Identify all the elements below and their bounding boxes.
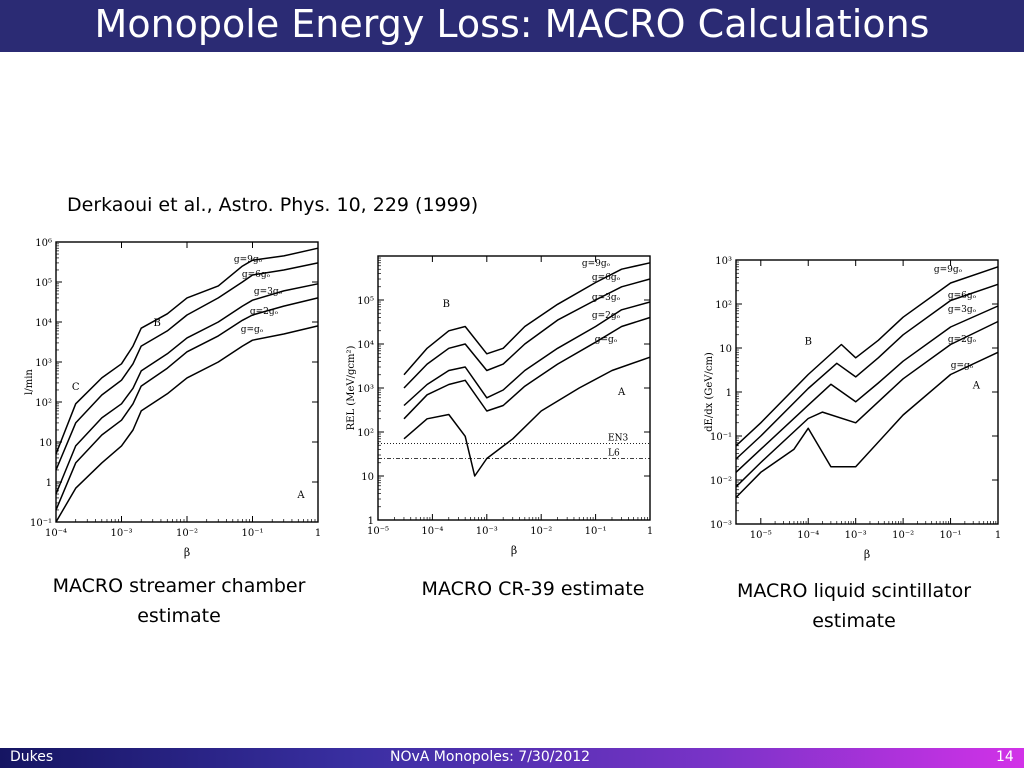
chart-3-series-line-1 [735,266,999,447]
chart-2-y-tick-label: 10⁵ [357,296,374,307]
chart-1-x-tick-label: 10⁻¹ [241,528,263,539]
chart-1-annotation-c: C [72,382,80,393]
chart-3-y-axis-label: dE/dx (GeV/cm) [704,352,715,432]
chart-2-series-line-4 [403,316,651,420]
chart-3-series-label: g=9gₒ [934,265,963,275]
chart-1-y-tick-label: 10 [39,438,52,449]
chart-1-series-label: g=9gₒ [234,255,263,265]
chart-3-y-tick-label: 10³ [715,256,732,267]
slide-title: Monopole Energy Loss: MACRO Calculations [94,2,930,46]
chart-1-x-tick-label: 1 [315,528,321,539]
chart-3-x-axis-label: β [864,548,870,561]
chart-2-series-line-1 [403,262,651,376]
chart-1-plot-frame [55,241,319,523]
chart-3-series-line-5 [735,351,999,499]
chart-2-x-tick-label: 10⁻⁵ [367,526,389,537]
chart-1-x-tick-label: 10⁻² [176,528,198,539]
chart-2-y-tick-label: 10⁴ [357,340,374,351]
chart-2-x-axis-label: β [511,544,517,557]
chart-2-y-tick-label: 10 [361,472,374,483]
chart-2-x-tick-label: 10⁻¹ [585,526,607,537]
chart-1-y-axis-label: l/min [24,369,35,395]
chart-2-y-tick-label: 10³ [357,384,374,395]
chart-3-series-label: g=gₒ [951,361,974,371]
chart-3-x-tick-label: 10⁻⁵ [750,530,772,541]
chart-2-series-label: g=2gₒ [592,311,621,321]
chart-3-series-line-2 [735,283,999,460]
chart-2-y-axis-label: REL (MeV/gcm²) [346,346,357,431]
liquid-scintillator-chart: 10⁻⁵ 10⁻⁴ 10⁻³ 10⁻² 10⁻¹ 1 10⁻³ 10⁻² 10⁻¹ 1 10 10² 1… [704,256,1001,561]
chart-1-series-line-5 [55,325,319,523]
chart-1-y-tick-label: 10² [35,398,52,409]
chart-3-y-tick-label: 10² [715,300,732,311]
chart-3-y-tick-label: 1 [726,388,732,399]
chart-1-series-line-4 [55,297,319,511]
chart-2-series-line-2 [403,278,651,389]
chart-1-annotation-a: A [296,490,305,501]
chart-2-x-tick-label: 10⁻³ [476,526,498,537]
slide-number: 14 [996,749,1014,765]
chart-3-annotation-b: B [805,337,812,348]
chart-3-series-label: g=2gₒ [948,335,977,345]
chart-1-y-tick-label: 1 [46,478,52,489]
chart-3-x-tick-label: 10⁻¹ [940,530,962,541]
chart-2-annotation-b: B [443,299,450,310]
chart-3-annotation-a: A [972,381,981,392]
chart-2-y-tick-label: 1 [368,516,374,527]
title-bar [0,0,1024,52]
chart-2-annotation-a: A [617,387,626,398]
chart-3-y-tick-label: 10⁻¹ [710,432,732,443]
chart-3-y-tick-label: 10⁻² [710,476,732,487]
chart-1-y-tick-label: 10⁶ [35,238,52,249]
chart-1-annotation-b: B [153,318,160,329]
chart-1-y-tick-label: 10⁻¹ [30,518,52,529]
chart-3-x-tick-label: 10⁻² [892,530,914,541]
footer-bar: Dukes NOvA Monopoles: 7/30/2012 14 [0,748,1024,768]
chart-2-threshold-label: EN3 [608,433,628,443]
chart-3-x-tick-label: 10⁻³ [845,530,867,541]
chart-1-series-line-3 [55,283,319,495]
chart-3-series-line-4 [735,320,999,488]
footer-talk-title: NOvA Monopoles: 7/30/2012 [390,749,591,765]
chart-2-series-label: g=9gₒ [582,259,611,269]
chart-1-x-axis-label: β [184,546,190,559]
chart-3-series-line-3 [735,305,999,473]
chart-1-x-tick-label: 10⁻³ [110,528,132,539]
chart-2-x-tick-label: 10⁻⁴ [421,526,443,537]
chart-1-series-label: g=3gₒ [254,287,283,297]
chart-2-series-label: g=6gₒ [592,273,621,283]
cr39-chart: 10⁻⁵ 10⁻⁴ 10⁻³ 10⁻² 10⁻¹ 1 1 10 10² 10³ 10⁴ 10⁵ β REL… [346,255,653,557]
chart-3-x-tick-label: 1 [995,530,1001,541]
streamer-chamber-chart: 10⁻⁴ 10⁻³ 10⁻² 10⁻¹ 1 10⁻¹ 1 10 10² 10³ 10⁴ 10⁵ 10⁶ β… [24,238,321,559]
caption-cr39: MACRO CR-39 estimate [421,578,645,600]
chart-3-x-tick-label: 10⁻⁴ [797,530,819,541]
chart-1-y-tick-label: 10⁴ [35,318,52,329]
chart-1-series-label: g=gₒ [241,325,264,335]
footer-author: Dukes [10,749,54,765]
chart-2-y-tick-label: 10² [357,428,374,439]
chart-3-y-tick-label: 10⁻³ [710,520,732,531]
chart-3-series-label: g=3gₒ [948,305,977,315]
chart-3-y-tick-label: 10 [719,344,732,355]
chart-2-x-tick-label: 10⁻² [530,526,552,537]
chart-1-series-label: g=6gₒ [242,270,271,280]
caption-liquid-scintillator: MACRO liquid scintillator estimate [736,580,972,632]
caption-streamer-chamber: MACRO streamer chamber estimate [52,575,306,627]
chart-2-x-tick-label: 1 [647,526,653,537]
chart-1-series-line-2 [55,262,319,471]
chart-2-threshold-label: L6 [608,448,620,458]
chart-1-series-label: g=2gₒ [250,307,279,317]
chart-1-x-tick-label: 10⁻⁴ [45,528,67,539]
chart-1-series-line-1 [55,247,319,455]
chart-2-series-label: g=gₒ [595,335,618,345]
chart-2-series-line-3 [403,301,651,407]
chart-2-series-line-5 [403,356,651,477]
chart-1-y-tick-label: 10⁵ [35,278,52,289]
reference-citation: Derkaoui et al., Astro. Phys. 10, 229 (1… [67,194,479,216]
chart-1-y-tick-label: 10³ [35,358,52,369]
chart-3-series-label: g=6gₒ [948,291,977,301]
chart-2-series-label: g=3gₒ [592,293,621,303]
